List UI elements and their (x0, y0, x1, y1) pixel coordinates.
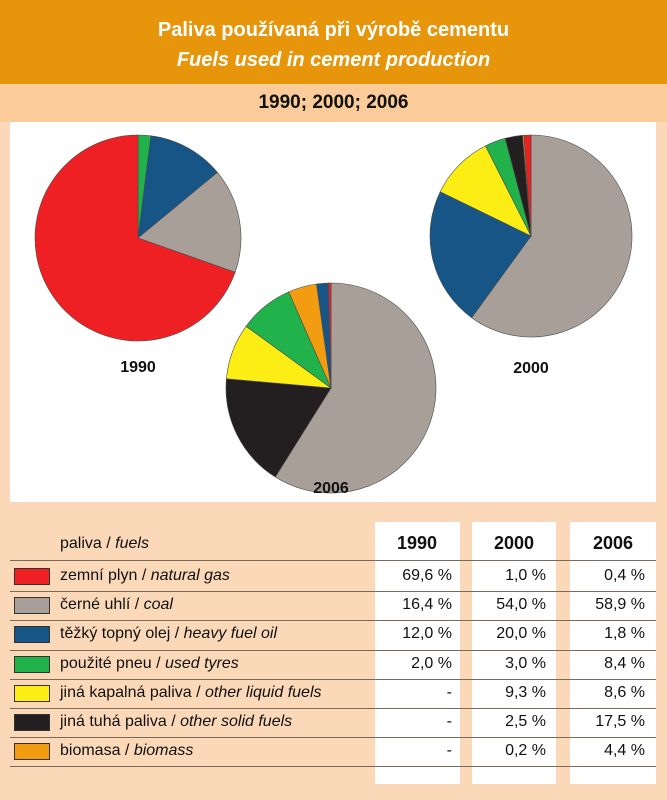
cell-heavy-fuel-oil-2006: 1,8 % (604, 625, 645, 643)
cell-biomass-2000: 0,2 % (505, 742, 546, 760)
table-column-2006 (570, 522, 656, 784)
cell-natural-gas-2000: 1,0 % (505, 567, 546, 584)
pie-2000-slice-heavy-fuel-oil (429, 191, 532, 319)
cell-natural-gas-2006: 0,4 % (604, 567, 645, 584)
pie-2000-slice-natural-gas (523, 134, 532, 237)
row-label-natural-gas: zemní plyn / natural gas (60, 567, 230, 584)
legend-swatch-coal (14, 597, 50, 615)
cell-natural-gas-1990: 69,6 % (402, 567, 452, 584)
cell-other-solid-fuels-1990: - (446, 713, 452, 730)
title-czech: Paliva používaná při výrobě cementu (157, 19, 510, 41)
row-label-other-solid-fuels: jiná tuhá paliva / other solid fuels (60, 713, 293, 730)
pie-2006-slice-coal (274, 282, 437, 494)
table-column-2000 (472, 522, 556, 784)
cell-other-liquid-fuels-2000: 9,3 % (505, 683, 546, 701)
cell-used-tyres-1990: 2,0 % (411, 654, 452, 672)
cell-other-liquid-fuels-1990: - (446, 683, 452, 701)
table-row-divider (10, 766, 656, 768)
table-row-divider (10, 708, 656, 709)
row-label-biomass: biomasa / biomass (60, 742, 194, 760)
table-row-divider (10, 591, 656, 593)
legend-swatch-other-solid-fuels (14, 714, 50, 731)
cell-other-liquid-fuels-2006: 8,6 % (604, 683, 645, 701)
cell-other-solid-fuels-2000: 2,5 % (505, 713, 546, 730)
table-header-fuels: paliva / fuels (60, 535, 149, 552)
pie-label-2000: 2000 (513, 360, 549, 377)
legend-swatch-biomass (14, 743, 50, 761)
table-header-divider (10, 560, 656, 561)
row-label-used-tyres: použité pneu / used tyres (60, 654, 239, 672)
cell-used-tyres-2006: 8,4 % (604, 654, 645, 672)
cell-coal-1990: 16,4 % (402, 596, 452, 614)
cell-heavy-fuel-oil-1990: 12,0 % (402, 625, 452, 643)
title-band: Paliva používaná při výrobě cementu Fuel… (0, 0, 667, 84)
cell-biomass-2006: 4,4 % (604, 742, 645, 760)
table-row-divider (10, 649, 656, 651)
title-english: Fuels used in cement production (176, 49, 491, 71)
legend-swatch-used-tyres (14, 655, 50, 673)
legend-swatch-natural-gas (14, 568, 50, 585)
cell-coal-2000: 54,0 % (496, 596, 546, 614)
years-subtitle: 1990; 2000; 2006 (0, 84, 667, 122)
table-header-1990: 1990 (396, 533, 438, 553)
pie-2000-slice-coal (471, 134, 633, 338)
pie-2006-slice-other-solid-fuels (225, 378, 332, 478)
legend-swatch-other-liquid-fuels (14, 684, 50, 702)
chart-area: 1990 2000 2006 (10, 122, 656, 502)
table-row-divider (10, 737, 656, 739)
table-header-2000: 2000 (493, 533, 535, 553)
table-header-2006: 2006 (592, 533, 634, 553)
cell-heavy-fuel-oil-2000: 20,0 % (496, 625, 546, 643)
cell-coal-2006: 58,9 % (595, 596, 645, 614)
pie-1990-slice-coal (137, 171, 242, 273)
row-label-heavy-fuel-oil: těžký topný olej / heavy fuel oil (60, 625, 278, 643)
table-column-1990 (375, 522, 460, 784)
pie-charts: 1990 2000 2006 (34, 134, 633, 497)
pie-1990-slice-heavy-fuel-oil (137, 135, 218, 239)
table-row-divider (10, 620, 656, 622)
legend-swatch-heavy-fuel-oil (14, 626, 50, 644)
pie-label-2006: 2006 (313, 480, 349, 497)
row-label-other-liquid-fuels: jiná kapalná paliva / other liquid fuels (60, 683, 322, 701)
pie-label-1990: 1990 (120, 359, 156, 376)
table-row-divider (10, 678, 656, 680)
cell-used-tyres-2000: 3,0 % (505, 654, 546, 672)
cell-other-solid-fuels-2006: 17,5 % (595, 713, 645, 730)
pie-2006-slice-natural-gas (328, 282, 332, 389)
pie-1990-slice-natural-gas (34, 134, 236, 342)
row-label-coal: černé uhlí / coal (60, 596, 173, 614)
cell-biomass-1990: - (446, 742, 452, 760)
